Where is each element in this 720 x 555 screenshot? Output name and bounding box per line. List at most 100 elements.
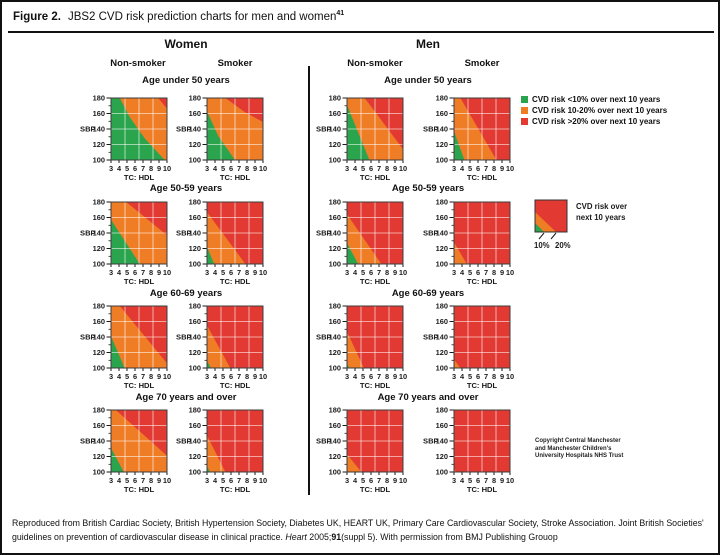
chart-women-smoker-70-over: 180 160 140 120 100 3 4 5 6 7 8 9 10 TC: HDL SBP [175, 406, 269, 509]
svg-text:4: 4 [460, 268, 465, 277]
svg-text:20%: 20% [555, 241, 571, 250]
chart-women-nonsmoker-under-50: 180 160 140 120 100 3 4 5 6 7 8 9 10 TC: HDL SBP [79, 94, 173, 197]
svg-text:SBP: SBP [316, 125, 332, 134]
svg-text:5: 5 [361, 164, 365, 173]
svg-text:5: 5 [468, 476, 472, 485]
svg-text:SBP: SBP [316, 229, 332, 238]
svg-text:3: 3 [109, 476, 113, 485]
svg-text:100: 100 [329, 468, 341, 477]
svg-text:140: 140 [436, 125, 448, 134]
svg-text:160: 160 [329, 109, 341, 118]
svg-text:TC: HDL: TC: HDL [220, 173, 251, 182]
copyright-line: and Manchester Children's [535, 445, 612, 452]
svg-text:100: 100 [189, 260, 201, 269]
svg-text:8: 8 [149, 372, 153, 381]
svg-text:9: 9 [393, 372, 397, 381]
svg-text:6: 6 [476, 268, 480, 277]
caption-volume: 91 [331, 531, 342, 542]
svg-text:6: 6 [229, 164, 233, 173]
svg-text:7: 7 [484, 164, 488, 173]
svg-text:160: 160 [189, 213, 201, 222]
svg-text:TC: HDL: TC: HDL [467, 485, 498, 494]
figure-caption: Reproduced from British Cardiac Society,… [12, 517, 714, 544]
chart-women-smoker-60-69: 180 160 140 120 100 3 4 5 6 7 8 9 10 TC: HDL SBP [175, 302, 269, 405]
svg-text:8: 8 [492, 372, 496, 381]
svg-text:6: 6 [229, 476, 233, 485]
chart-women-smoker-50-59: 180 160 140 120 100 3 4 5 6 7 8 9 10 TC: HDL SBP [175, 198, 269, 301]
risk-color-legend: CVD risk <10% over next 10 years CVD ris… [521, 94, 667, 127]
legend-item-label: CVD risk 10-20% over next 10 years [532, 106, 668, 115]
svg-text:9: 9 [253, 372, 257, 381]
svg-text:160: 160 [189, 317, 201, 326]
svg-text:9: 9 [500, 164, 504, 173]
section-divider-line [308, 66, 310, 495]
svg-text:5: 5 [361, 268, 365, 277]
svg-text:5: 5 [468, 372, 472, 381]
svg-text:180: 180 [329, 95, 341, 103]
svg-text:10: 10 [259, 268, 267, 277]
svg-text:10: 10 [259, 164, 267, 173]
svg-text:4: 4 [460, 476, 465, 485]
legend-item-label: CVD risk <10% over next 10 years [532, 95, 661, 104]
svg-text:3: 3 [345, 476, 349, 485]
svg-text:5: 5 [221, 372, 225, 381]
svg-text:SBP: SBP [80, 333, 96, 342]
svg-text:4: 4 [353, 476, 358, 485]
svg-text:TC: HDL: TC: HDL [220, 485, 251, 494]
svg-text:180: 180 [329, 199, 341, 207]
svg-text:9: 9 [500, 476, 504, 485]
risk-chart-svg: 180 160 140 120 100 3 4 5 6 7 8 9 10 TC: HDL SBP [176, 302, 267, 390]
svg-text:140: 140 [93, 125, 105, 134]
svg-text:180: 180 [436, 303, 448, 311]
age-title-men-50-59: Age 50-59 years [391, 183, 465, 194]
svg-text:7: 7 [377, 476, 381, 485]
chart-men-nonsmoker-60-69: 180 160 140 120 100 3 4 5 6 7 8 9 10 TC: HDL SBP [315, 302, 409, 405]
svg-text:180: 180 [329, 407, 341, 415]
svg-text:6: 6 [229, 268, 233, 277]
svg-text:9: 9 [393, 476, 397, 485]
svg-text:10: 10 [163, 268, 171, 277]
svg-text:120: 120 [436, 244, 448, 253]
svg-text:120: 120 [93, 348, 105, 357]
svg-text:9: 9 [157, 372, 161, 381]
svg-text:TC: HDL: TC: HDL [360, 485, 391, 494]
svg-text:8: 8 [492, 476, 496, 485]
svg-text:9: 9 [500, 268, 504, 277]
svg-text:160: 160 [93, 109, 105, 118]
age-title-men-70-over: Age 70 years and over [377, 392, 479, 403]
svg-text:3: 3 [345, 268, 349, 277]
svg-text:8: 8 [149, 164, 153, 173]
svg-text:5: 5 [468, 164, 472, 173]
svg-text:160: 160 [93, 421, 105, 430]
risk-chart-svg: 180 160 140 120 100 3 4 5 6 7 8 9 10 TC: HDL SBP [80, 406, 171, 494]
copyright-notice: Copyright Central Manchester and Manches… [535, 438, 623, 461]
risk-chart-svg: 180 160 140 120 100 3 4 5 6 7 8 9 10 TC: HDL SBP [316, 406, 407, 494]
svg-text:140: 140 [436, 229, 448, 238]
svg-text:5: 5 [125, 268, 129, 277]
chart-men-smoker-70-over: 180 160 140 120 100 3 4 5 6 7 8 9 10 TC: HDL SBP [422, 406, 516, 509]
svg-text:180: 180 [436, 199, 448, 207]
svg-text:7: 7 [237, 164, 241, 173]
svg-text:SBP: SBP [176, 125, 192, 134]
age-title-men-under-50: Age under 50 years [384, 75, 472, 86]
svg-text:TC: HDL: TC: HDL [124, 277, 155, 286]
svg-text:160: 160 [329, 213, 341, 222]
svg-text:160: 160 [329, 317, 341, 326]
svg-text:10: 10 [259, 476, 267, 485]
svg-text:10: 10 [399, 268, 407, 277]
svg-text:TC: HDL: TC: HDL [467, 381, 498, 390]
risk-chart-svg: 180 160 140 120 100 3 4 5 6 7 8 9 10 TC: HDL SBP [176, 94, 267, 182]
risk-chart-svg: 180 160 140 120 100 3 4 5 6 7 8 9 10 TC: HDL SBP [316, 94, 407, 182]
svg-text:100: 100 [189, 468, 201, 477]
risk-chart-svg: 180 160 140 120 100 3 4 5 6 7 8 9 10 TC: HDL SBP [423, 406, 514, 494]
svg-text:10: 10 [506, 268, 514, 277]
subheader-women-nonsmoker: Non-smoker [110, 58, 166, 69]
svg-text:10: 10 [163, 164, 171, 173]
svg-text:100: 100 [436, 364, 448, 373]
subheader-men-smoker: Smoker [464, 58, 500, 69]
svg-text:7: 7 [141, 476, 145, 485]
svg-text:180: 180 [93, 95, 105, 103]
svg-text:4: 4 [117, 476, 122, 485]
svg-text:4: 4 [117, 268, 122, 277]
